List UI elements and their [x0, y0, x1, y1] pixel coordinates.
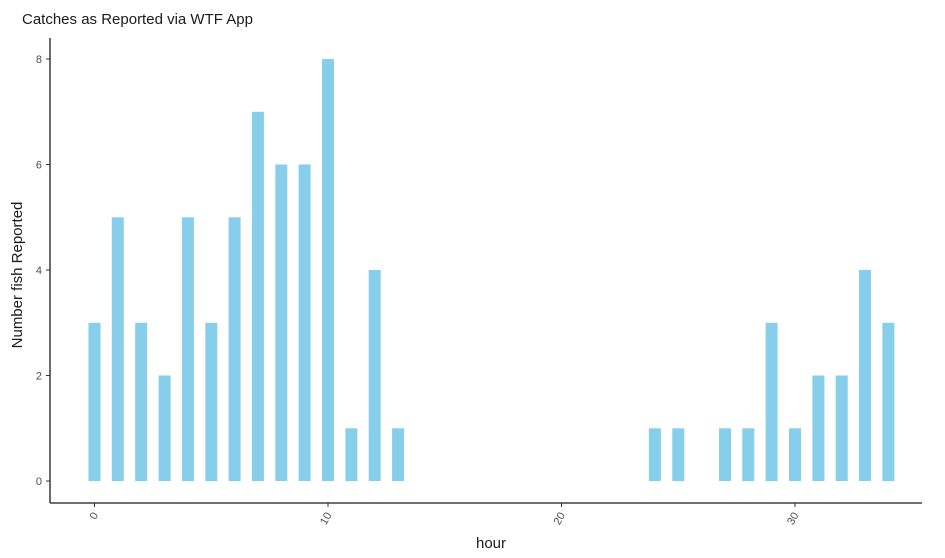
bar-hour-33 — [859, 270, 871, 481]
bar-hour-30 — [789, 428, 801, 482]
x-axis-title: hour — [476, 535, 506, 552]
y-axis-title: Number fish Reported — [9, 202, 26, 349]
x-tick-label: 0 — [88, 511, 101, 522]
bar-hour-5 — [205, 322, 218, 482]
bar-hour-3 — [158, 375, 171, 481]
bar-hour-25 — [672, 428, 685, 482]
bar-hour-27 — [719, 428, 731, 482]
y-tick-label: 8 — [36, 54, 42, 66]
bar-hour-9 — [298, 164, 311, 481]
bar-hour-31 — [812, 375, 825, 481]
bar-hour-11 — [345, 428, 358, 482]
y-tick-label: 4 — [36, 265, 42, 277]
bar-hour-32 — [835, 375, 848, 481]
y-tick-label: 0 — [36, 476, 42, 488]
x-ticks: 0 10 20 30 — [88, 503, 802, 527]
y-tick-label: 2 — [36, 371, 42, 383]
bar-hour-6 — [228, 217, 241, 482]
bar-hour-12 — [368, 270, 381, 481]
bar-hour-29 — [765, 322, 778, 482]
bar-hour-2 — [135, 322, 148, 482]
bar-hour-10 — [322, 59, 334, 481]
bar-hour-0 — [88, 322, 101, 482]
y-tick-label: 6 — [36, 160, 42, 172]
bar-hour-7 — [251, 111, 264, 482]
bars-group — [88, 59, 895, 482]
bar-hour-8 — [275, 164, 288, 481]
x-tick-label: 30 — [785, 511, 802, 528]
bar-hour-1 — [111, 217, 124, 482]
chart-title: Catches as Reported via WTF App — [22, 11, 253, 28]
bar-hour-4 — [181, 217, 194, 482]
x-tick-label: 10 — [318, 511, 335, 528]
bar-hour-24 — [648, 428, 661, 482]
x-tick-label: 20 — [552, 511, 569, 528]
y-ticks: 0 2 4 6 8 — [36, 54, 50, 488]
bar-hour-34 — [882, 322, 895, 482]
bar-hour-28 — [742, 428, 755, 482]
bar-hour-13 — [392, 428, 405, 482]
